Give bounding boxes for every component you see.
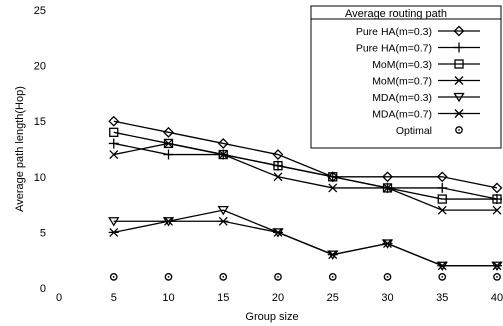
legend-label: MDA(m=0.7) <box>372 109 432 121</box>
series-pure-ha-m-0-3 <box>108 115 503 194</box>
x-tick-label: 30 <box>381 292 393 304</box>
data-point <box>328 172 338 182</box>
series-mda-m-0-3 <box>108 206 503 272</box>
legend-entry: Optimal <box>396 125 463 137</box>
data-point <box>493 273 501 281</box>
legend-entry: MDA(m=0.7) <box>372 109 480 121</box>
legend-label: MoM(m=0.3) <box>372 59 432 71</box>
data-point <box>108 138 119 149</box>
legend-entry: MoM(m=0.3) <box>372 59 480 71</box>
legend-box <box>310 5 502 149</box>
data-point <box>328 183 338 193</box>
data-point <box>218 216 229 226</box>
data-point <box>383 273 392 281</box>
x-tick-label: 25 <box>327 292 339 304</box>
legend-label: MDA(m=0.3) <box>372 92 432 104</box>
legend-marker <box>455 126 463 134</box>
data-point <box>273 161 283 171</box>
series-mom-m-0-7 <box>109 138 502 215</box>
series-line <box>113 220 497 267</box>
data-point <box>164 138 173 148</box>
data-point <box>109 127 119 137</box>
legend-marker <box>454 59 464 69</box>
series-mda-m-0-7 <box>108 216 502 271</box>
x-tick-label: 20 <box>272 292 284 304</box>
data-point <box>109 150 119 160</box>
legend-label: Pure HA(m=0.7) <box>356 43 432 55</box>
y-tick-label: 10 <box>34 172 46 184</box>
x-tick-label: 15 <box>217 292 229 304</box>
data-point <box>437 261 448 271</box>
series-optimal <box>109 273 501 281</box>
x-tick-label: 35 <box>436 292 448 304</box>
data-point <box>163 149 174 160</box>
x-tick-label: 5 <box>111 292 117 304</box>
legend-marker <box>453 92 465 103</box>
data-point <box>327 250 338 260</box>
y-axis-label: Average path length(Hop) <box>14 86 26 212</box>
legend-label: Optimal <box>396 125 432 137</box>
data-point <box>437 182 448 193</box>
data-point <box>491 182 503 194</box>
legend-marker <box>453 25 465 37</box>
legend-entry: MDA(m=0.3) <box>372 92 480 104</box>
y-tick-label: 5 <box>40 227 46 239</box>
data-point <box>218 149 228 160</box>
data-point <box>163 216 174 226</box>
legend: Average routing path Pure HA(m=0.3)Pure … <box>310 5 502 149</box>
data-point <box>163 138 174 149</box>
series-line <box>113 142 497 211</box>
y-tick-label: 15 <box>34 116 46 128</box>
data-point <box>218 150 228 160</box>
data-point <box>437 205 447 215</box>
data-point <box>274 273 282 281</box>
data-point <box>492 194 502 204</box>
data-point <box>328 273 337 281</box>
data-point <box>382 239 393 248</box>
data-point <box>108 115 120 127</box>
legend-entry: Pure HA(m=0.3) <box>356 25 480 38</box>
data-point <box>382 171 393 183</box>
legend-entry: MoM(m=0.7) <box>372 76 480 88</box>
legend-entry: Pure HA(m=0.7) <box>356 42 480 55</box>
plot-area <box>108 115 503 281</box>
data-point <box>217 138 229 149</box>
legend-marker <box>454 109 464 118</box>
data-point <box>492 205 502 215</box>
legend-label: Pure HA(m=0.3) <box>356 26 432 38</box>
data-point <box>109 273 118 281</box>
data-point <box>273 227 283 237</box>
legend-title: Average routing path <box>345 8 447 20</box>
data-point <box>437 194 447 204</box>
legend-items: Pure HA(m=0.3) Pure HA(m=0.7) MoM(m=0.3) Mo… <box>356 25 480 137</box>
data-point <box>436 171 448 183</box>
data-point <box>438 273 447 281</box>
x-tick-label: 10 <box>162 292 174 304</box>
data-point <box>163 126 174 138</box>
data-point <box>217 206 229 216</box>
tick-labels: 0 5 10 15 20 25 30 35 40 0 5 10 15 20 25 <box>34 5 503 304</box>
data-point <box>273 172 283 182</box>
series-line <box>113 120 498 189</box>
data-point <box>272 149 284 160</box>
y-tick-label: 0 <box>40 283 46 295</box>
data-point <box>383 183 392 193</box>
legend-marker <box>454 76 464 85</box>
data-point <box>492 261 502 271</box>
data-point <box>108 217 120 227</box>
data-point <box>108 227 119 237</box>
x-axis-label: Group size <box>245 311 298 323</box>
y-tick-label: 20 <box>34 61 46 73</box>
data-point <box>164 273 173 281</box>
legend-marker <box>454 42 464 53</box>
x-tick-label: 40 <box>491 292 503 304</box>
y-tick-label: 25 <box>34 5 46 17</box>
x-tick-label: 0 <box>56 292 62 304</box>
legend-label: MoM(m=0.7) <box>372 76 432 88</box>
data-point <box>219 273 228 281</box>
